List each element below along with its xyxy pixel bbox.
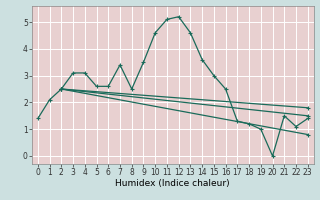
X-axis label: Humidex (Indice chaleur): Humidex (Indice chaleur): [116, 179, 230, 188]
